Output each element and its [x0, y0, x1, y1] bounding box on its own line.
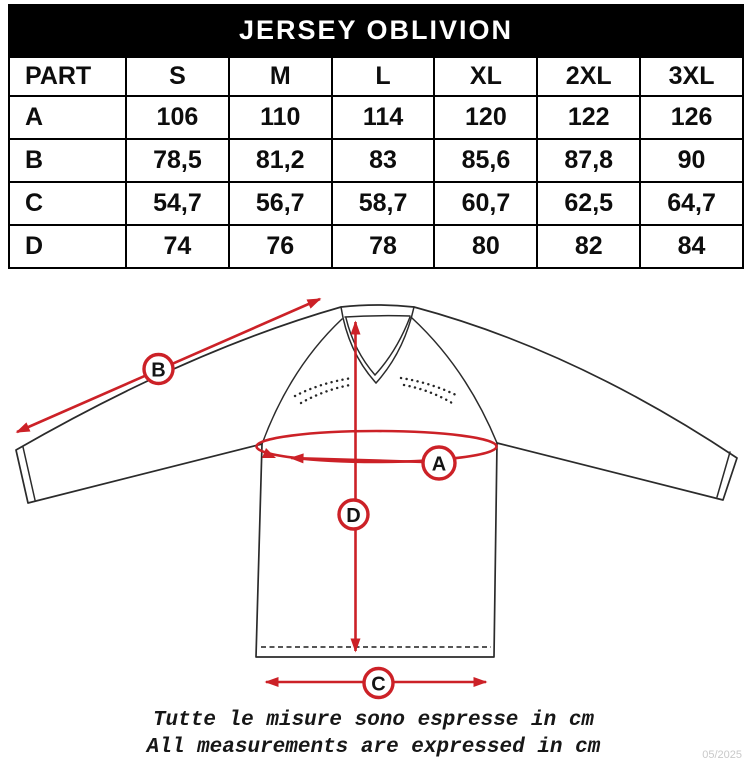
cell-d-s: 74 — [125, 224, 230, 269]
cell-d-xl: 80 — [433, 224, 539, 269]
chart-title: JERSEY OBLIVION — [238, 14, 514, 45]
cell-b-l: 83 — [330, 138, 436, 183]
row-label-b: B — [8, 138, 127, 183]
cell-c-3xl: 64,7 — [639, 181, 744, 226]
cell-a-2xl: 122 — [536, 95, 642, 140]
cell-c-l: 58,7 — [330, 181, 436, 226]
column-header-s: S — [125, 56, 230, 97]
right-cuff-line — [716, 451, 731, 498]
column-header-m: M — [227, 56, 333, 97]
cell-a-l: 114 — [330, 95, 436, 140]
column-header-2xl: 2XL — [536, 56, 642, 97]
cell-b-m: 81,2 — [227, 138, 333, 183]
cell-c-m: 56,7 — [227, 181, 333, 226]
cell-a-3xl: 126 — [639, 95, 744, 140]
svg-text:C: C — [371, 674, 385, 696]
note-italian: Tutte le misure sono espresse in cm — [152, 709, 595, 732]
jersey-outline — [15, 304, 738, 658]
cell-d-2xl: 82 — [536, 224, 642, 269]
cell-b-2xl: 87,8 — [536, 138, 642, 183]
size-table: PART S M L XL 2XL 3XL A 106 110 114 120 … — [8, 56, 744, 269]
measure-a-ellipse — [255, 429, 498, 464]
column-header-l: L — [330, 56, 436, 97]
measure-label-c: C — [362, 666, 395, 700]
jersey-measurement-diagram: B A D C — [15, 297, 738, 700]
column-header-xl: XL — [433, 56, 539, 97]
svg-text:A: A — [432, 454, 446, 476]
measure-label-d: D — [337, 498, 370, 531]
row-label-c: C — [8, 181, 127, 226]
column-header-3xl: 3XL — [639, 56, 744, 97]
measure-label-b: B — [142, 352, 175, 386]
left-cuff-line — [22, 446, 36, 501]
row-label-a: A — [8, 95, 127, 140]
table-row-b: B 78,5 81,2 83 85,6 87,8 90 — [8, 138, 744, 183]
cell-b-xl: 85,6 — [433, 138, 539, 183]
right-raglan-seam — [411, 317, 498, 444]
row-label-d: D — [8, 224, 127, 269]
table-row-c: C 54,7 56,7 58,7 60,7 62,5 64,7 — [8, 181, 744, 226]
cell-c-xl: 60,7 — [433, 181, 539, 226]
table-row-a: A 106 110 114 120 122 126 — [8, 95, 744, 140]
cell-d-3xl: 84 — [639, 224, 744, 269]
table-row-d: D 74 76 78 80 82 84 — [8, 224, 744, 269]
svg-text:B: B — [151, 360, 165, 382]
cell-c-2xl: 62,5 — [536, 181, 642, 226]
chart-title-bar: JERSEY OBLIVION — [8, 4, 744, 56]
cell-c-s: 54,7 — [125, 181, 230, 226]
cell-b-s: 78,5 — [125, 138, 230, 183]
measurement-note: Tutte le misure sono espresse in cm All … — [0, 707, 747, 761]
cell-d-l: 78 — [330, 224, 436, 269]
revision-date: 05/2025 — [702, 749, 742, 761]
column-header-part: PART — [8, 56, 127, 97]
size-table-header-row: PART S M L XL 2XL 3XL — [8, 56, 744, 97]
cell-a-m: 110 — [227, 95, 333, 140]
measure-a-ellipse-arrowhead — [262, 448, 276, 458]
measure-label-a: A — [421, 445, 457, 481]
svg-text:D: D — [346, 505, 360, 527]
cell-d-m: 76 — [227, 224, 333, 269]
note-english: All measurements are expressed in cm — [146, 736, 601, 759]
cell-b-3xl: 90 — [639, 138, 744, 183]
cell-a-xl: 120 — [433, 95, 539, 140]
cell-a-s: 106 — [125, 95, 230, 140]
